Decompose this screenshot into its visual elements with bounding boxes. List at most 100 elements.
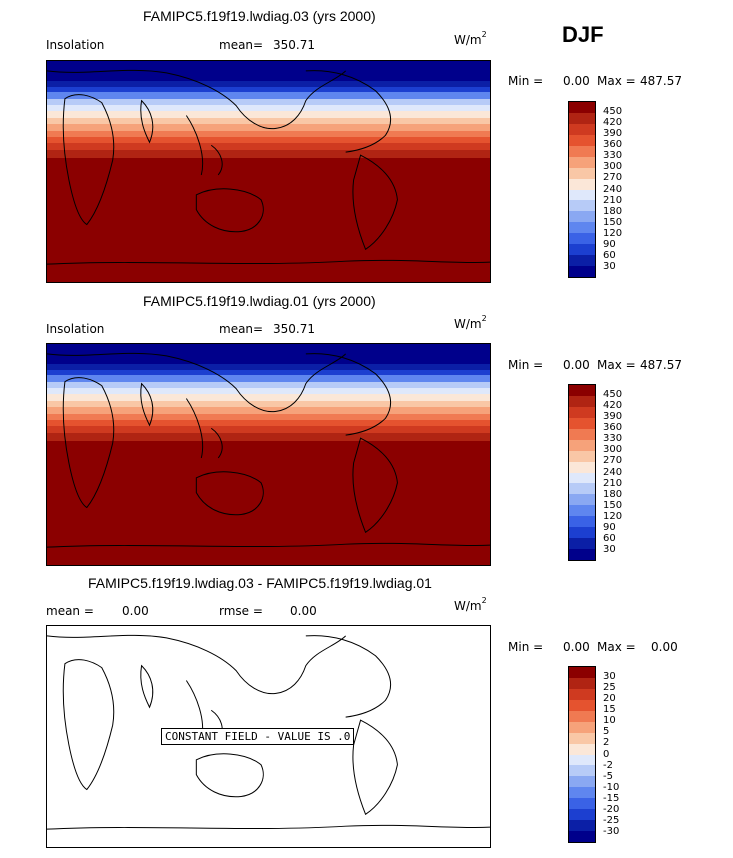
- panel1-mean-label: mean=: [219, 38, 264, 52]
- panel3-coastlines: [47, 634, 490, 830]
- panel2-max-value: 487.57: [640, 358, 682, 372]
- coast-india: [140, 664, 154, 709]
- colorbar-segment: [569, 461, 595, 473]
- coast-north-america: [305, 353, 392, 436]
- colorbar-segment: [569, 549, 595, 560]
- field-band: [47, 104, 490, 112]
- field-band: [47, 359, 490, 365]
- panel2-units: W/m2: [454, 314, 487, 331]
- colorbar-segment: [569, 178, 595, 190]
- panel1-field-bands: [47, 61, 490, 282]
- colorbar-tick-label: 330: [603, 150, 623, 162]
- colorbar-tick-label: 210: [603, 194, 623, 206]
- coast-south-america: [352, 154, 398, 251]
- colorbar-segment: [569, 820, 595, 832]
- colorbar-segment: [569, 483, 595, 495]
- field-band: [47, 441, 490, 451]
- colorbar-tick-label: 20: [603, 693, 616, 705]
- coast-south-america: [352, 437, 398, 534]
- panel2-colorbar: [568, 384, 596, 561]
- field-band: [47, 420, 490, 427]
- field-band: [47, 239, 490, 251]
- panel3-colorbar: [568, 666, 596, 843]
- panel2-max-label: Max =: [597, 358, 636, 372]
- field-band: [47, 61, 490, 77]
- field-band: [47, 229, 490, 240]
- colorbar-tick-label: 90: [603, 238, 616, 250]
- colorbar-segment: [569, 787, 595, 799]
- coast-antarctica: [47, 259, 490, 265]
- field-band: [47, 458, 490, 470]
- field-band: [47, 545, 490, 559]
- colorbar-tick-label: 150: [603, 216, 623, 228]
- field-band: [47, 143, 490, 150]
- field-band: [47, 262, 490, 276]
- colorbar-segment: [569, 516, 595, 528]
- panel1-colorbar: [568, 101, 596, 278]
- colorbar-tick-label: 330: [603, 433, 623, 445]
- colorbar-tick-label: -10: [603, 781, 620, 793]
- field-band: [47, 369, 490, 376]
- colorbar-segment: [569, 395, 595, 407]
- panel2-map: [46, 343, 491, 566]
- coast-africa: [62, 377, 115, 509]
- coast-south-america: [352, 719, 398, 816]
- field-band: [47, 522, 490, 534]
- colorbar-tick-label: 150: [603, 499, 623, 511]
- colorbar-tick-label: -5: [603, 770, 613, 782]
- field-band: [47, 207, 490, 219]
- colorbar-tick-label: 10: [603, 715, 616, 727]
- colorbar-segment: [569, 428, 595, 440]
- field-band: [47, 426, 490, 433]
- panel1-units: W/m2: [454, 30, 487, 47]
- field-band: [47, 344, 490, 360]
- field-band: [47, 137, 490, 144]
- panel3-min-label: Min =: [508, 640, 544, 654]
- colorbar-tick-label: 300: [603, 161, 623, 173]
- colorbar-segment: [569, 688, 595, 700]
- panel1-mean-value: 350.71: [273, 38, 315, 52]
- field-band: [47, 111, 490, 118]
- colorbar-tick-label: 0: [603, 748, 610, 760]
- coast-antarctica: [47, 824, 490, 830]
- coast-africa: [62, 659, 115, 791]
- colorbar-tick-label: 30: [603, 543, 616, 555]
- colorbar-segment: [569, 831, 595, 842]
- colorbar-tick-label: -30: [603, 825, 620, 837]
- colorbar-tick-label: -15: [603, 792, 620, 804]
- panel3-mean-label: mean =: [46, 604, 94, 618]
- colorbar-segment: [569, 233, 595, 245]
- colorbar-tick-label: 390: [603, 128, 623, 140]
- coast-africa: [62, 94, 115, 226]
- panel2-min-label: Min =: [508, 358, 544, 372]
- colorbar-segment: [569, 765, 595, 777]
- colorbar-segment: [569, 156, 595, 168]
- panel1-map: [46, 60, 491, 283]
- field-band: [47, 149, 490, 159]
- field-band: [47, 98, 490, 105]
- colorbar-tick-label: 420: [603, 117, 623, 129]
- field-band: [47, 158, 490, 168]
- coast-eurasia: [47, 69, 347, 130]
- colorbar-tick-label: 15: [603, 704, 616, 716]
- colorbar-segment: [569, 417, 595, 429]
- colorbar-tick-label: 120: [603, 227, 623, 239]
- colorbar-tick-label: 390: [603, 411, 623, 423]
- colorbar-segment: [569, 505, 595, 517]
- colorbar-segment: [569, 721, 595, 733]
- coast-se-asia: [185, 398, 223, 459]
- colorbar-segment: [569, 266, 595, 277]
- coast-australia: [195, 471, 264, 516]
- field-band: [47, 218, 490, 230]
- coast-india: [140, 382, 154, 427]
- field-band: [47, 432, 490, 442]
- field-band: [47, 387, 490, 395]
- colorbar-tick-label: 360: [603, 139, 623, 151]
- field-band: [47, 558, 490, 565]
- panel1-max-label: Max =: [597, 74, 636, 88]
- colorbar-tick-label: -20: [603, 803, 620, 815]
- field-band: [47, 381, 490, 388]
- colorbar-segment: [569, 743, 595, 755]
- panel3-max-label: Max =: [597, 640, 636, 654]
- field-band: [47, 540, 490, 546]
